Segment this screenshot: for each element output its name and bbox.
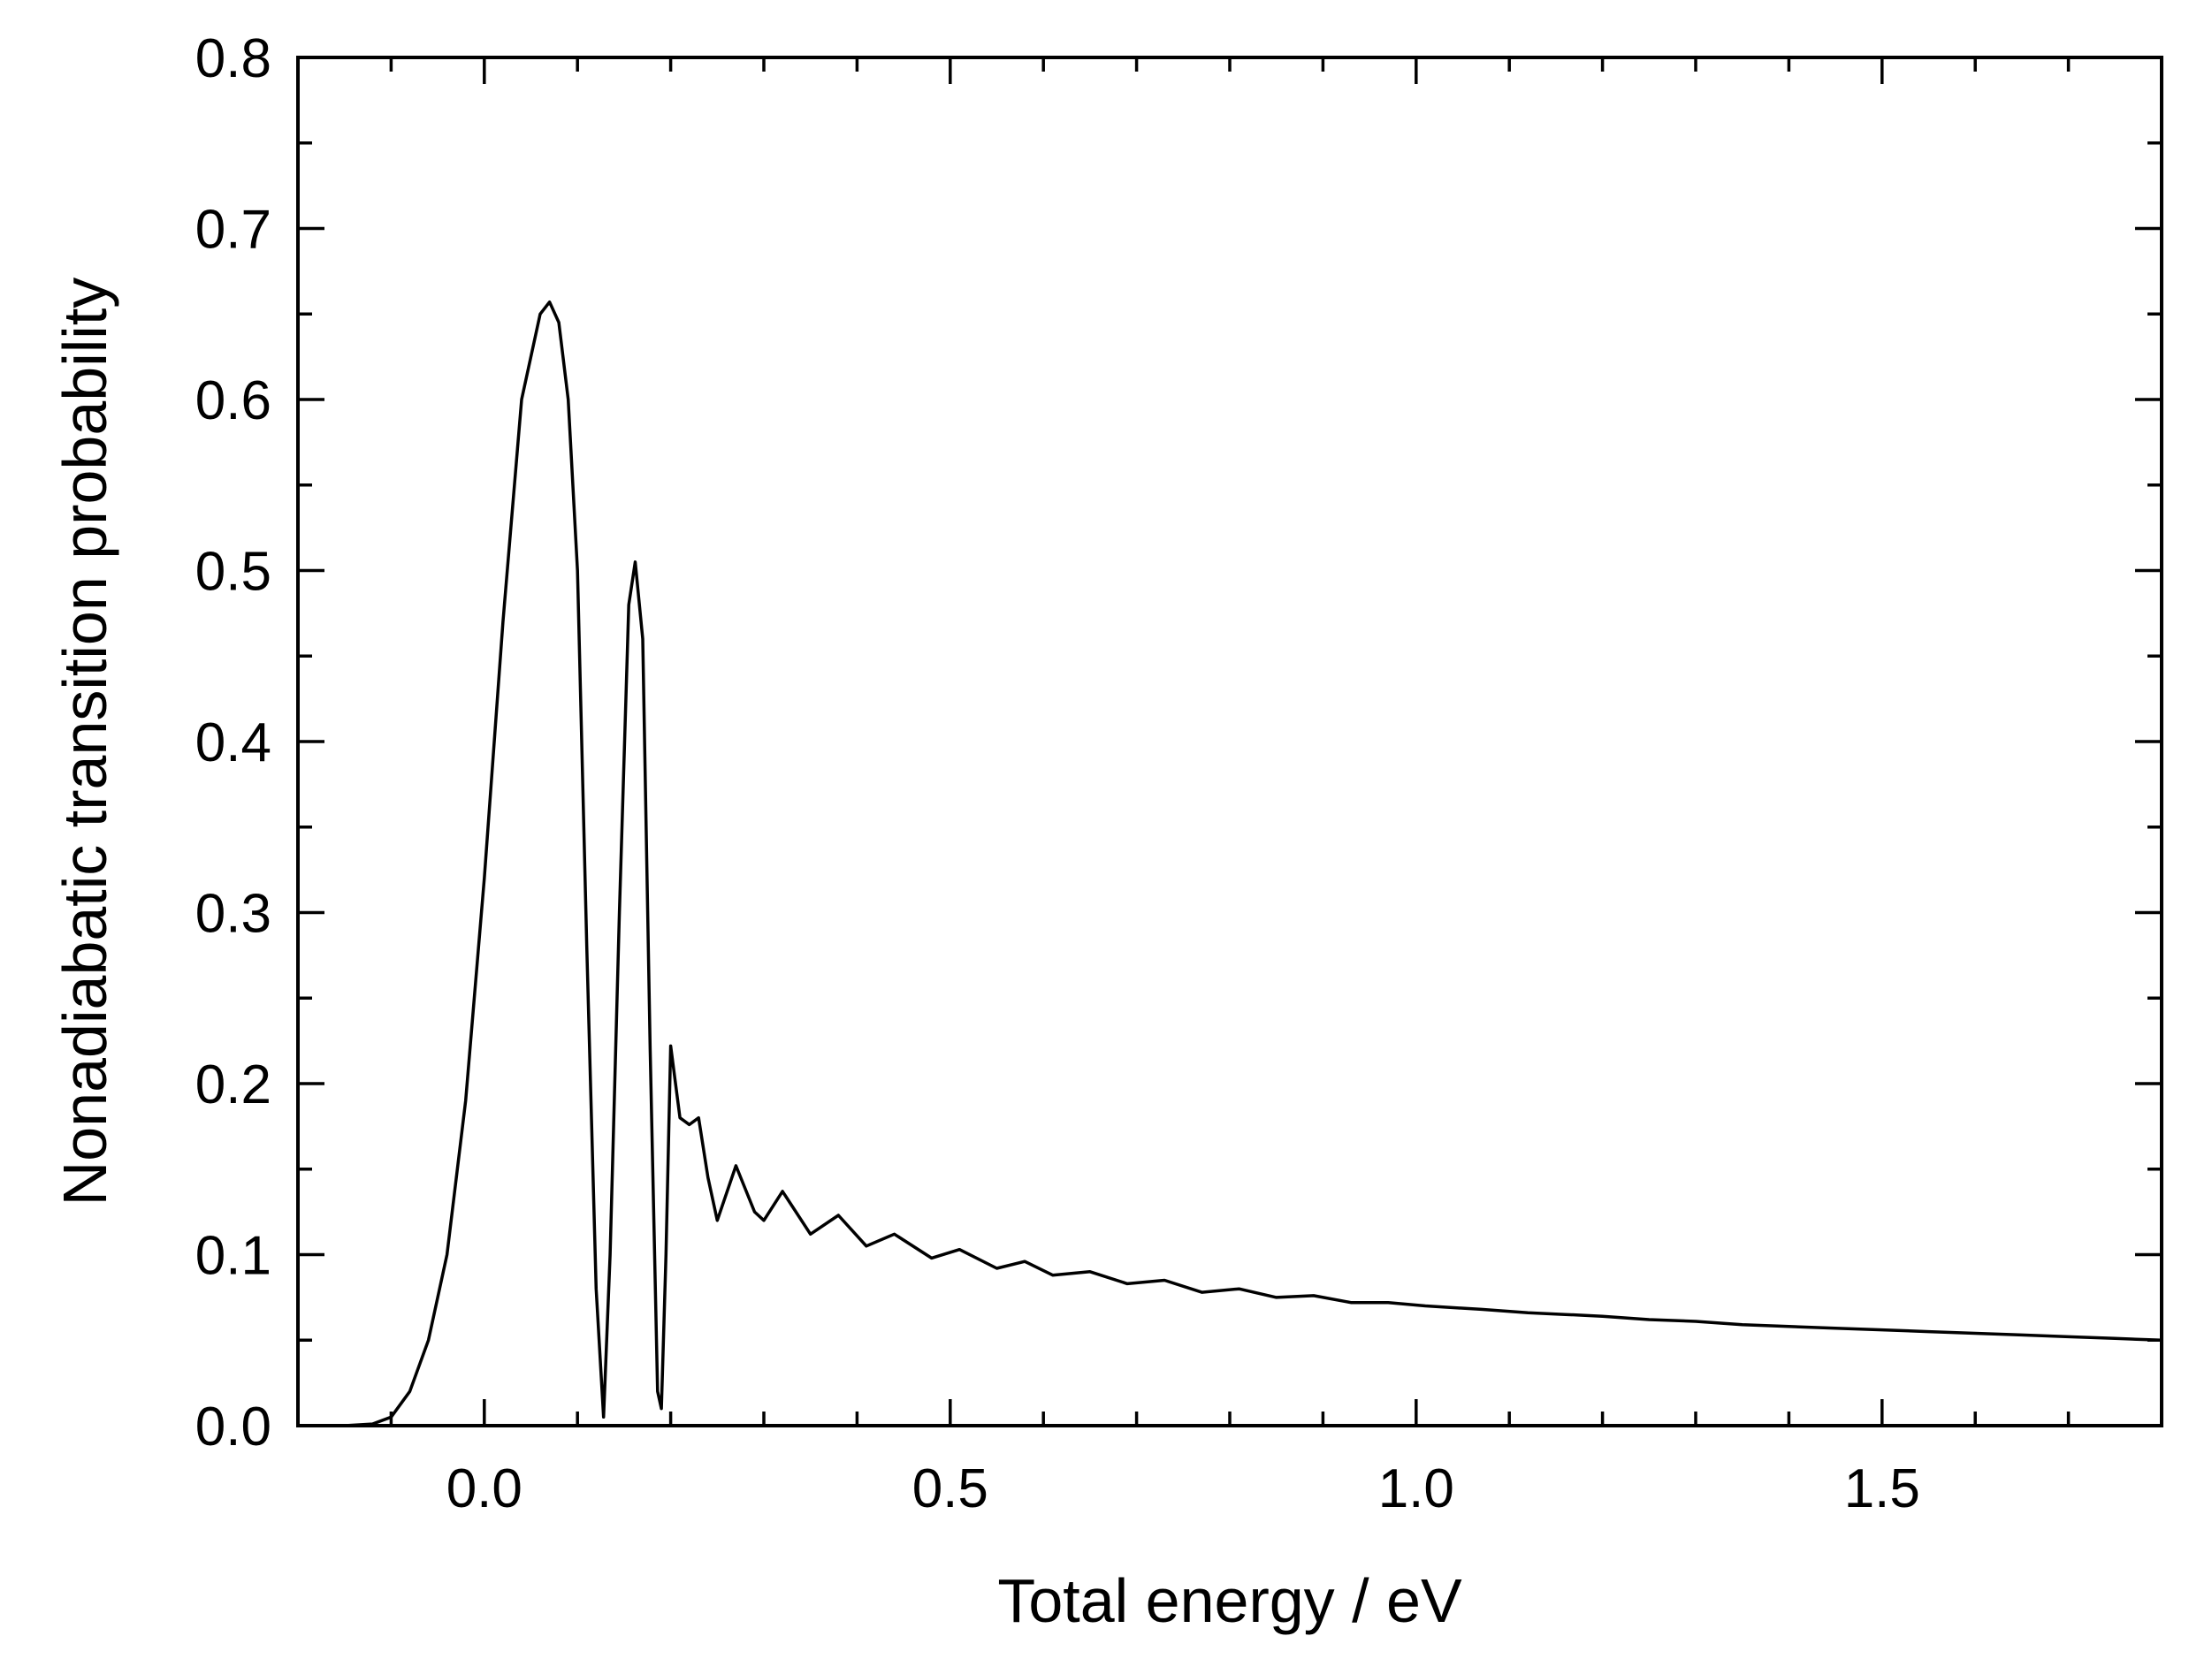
y-axis-ticks: [298, 56, 2162, 1427]
x-tick-label: 0.5: [912, 1458, 988, 1519]
x-axis-tick-labels: 0.0 0.5 1.0 1.5: [446, 1458, 1920, 1519]
y-tick-label: 0.5: [195, 542, 271, 603]
y-axis-tick-labels: 0.0 0.1 0.2 0.3 0.4 0.5 0.6 0.7 0.8: [195, 28, 271, 1457]
y-tick-label: 0.3: [195, 884, 271, 945]
x-tick-label: 0.0: [446, 1458, 522, 1519]
y-tick-label: 0.7: [195, 200, 271, 261]
x-axis-title: Total energy / eV: [997, 1566, 1462, 1635]
y-tick-label: 0.1: [195, 1226, 271, 1287]
y-axis-title: Nonadiabatic transition probability: [50, 278, 119, 1206]
plot-frame: [296, 56, 2163, 1427]
probability-curve: [298, 300, 2162, 1427]
x-tick-label: 1.0: [1378, 1458, 1454, 1519]
y-tick-label: 0.4: [195, 712, 271, 773]
y-tick-label: 0.6: [195, 370, 271, 431]
y-tick-label: 0.8: [195, 28, 271, 89]
x-axis-ticks: [296, 57, 2163, 1426]
y-tick-label: 0.0: [195, 1396, 271, 1457]
x-tick-label: 1.5: [1844, 1458, 1920, 1519]
y-tick-label: 0.2: [195, 1054, 271, 1115]
